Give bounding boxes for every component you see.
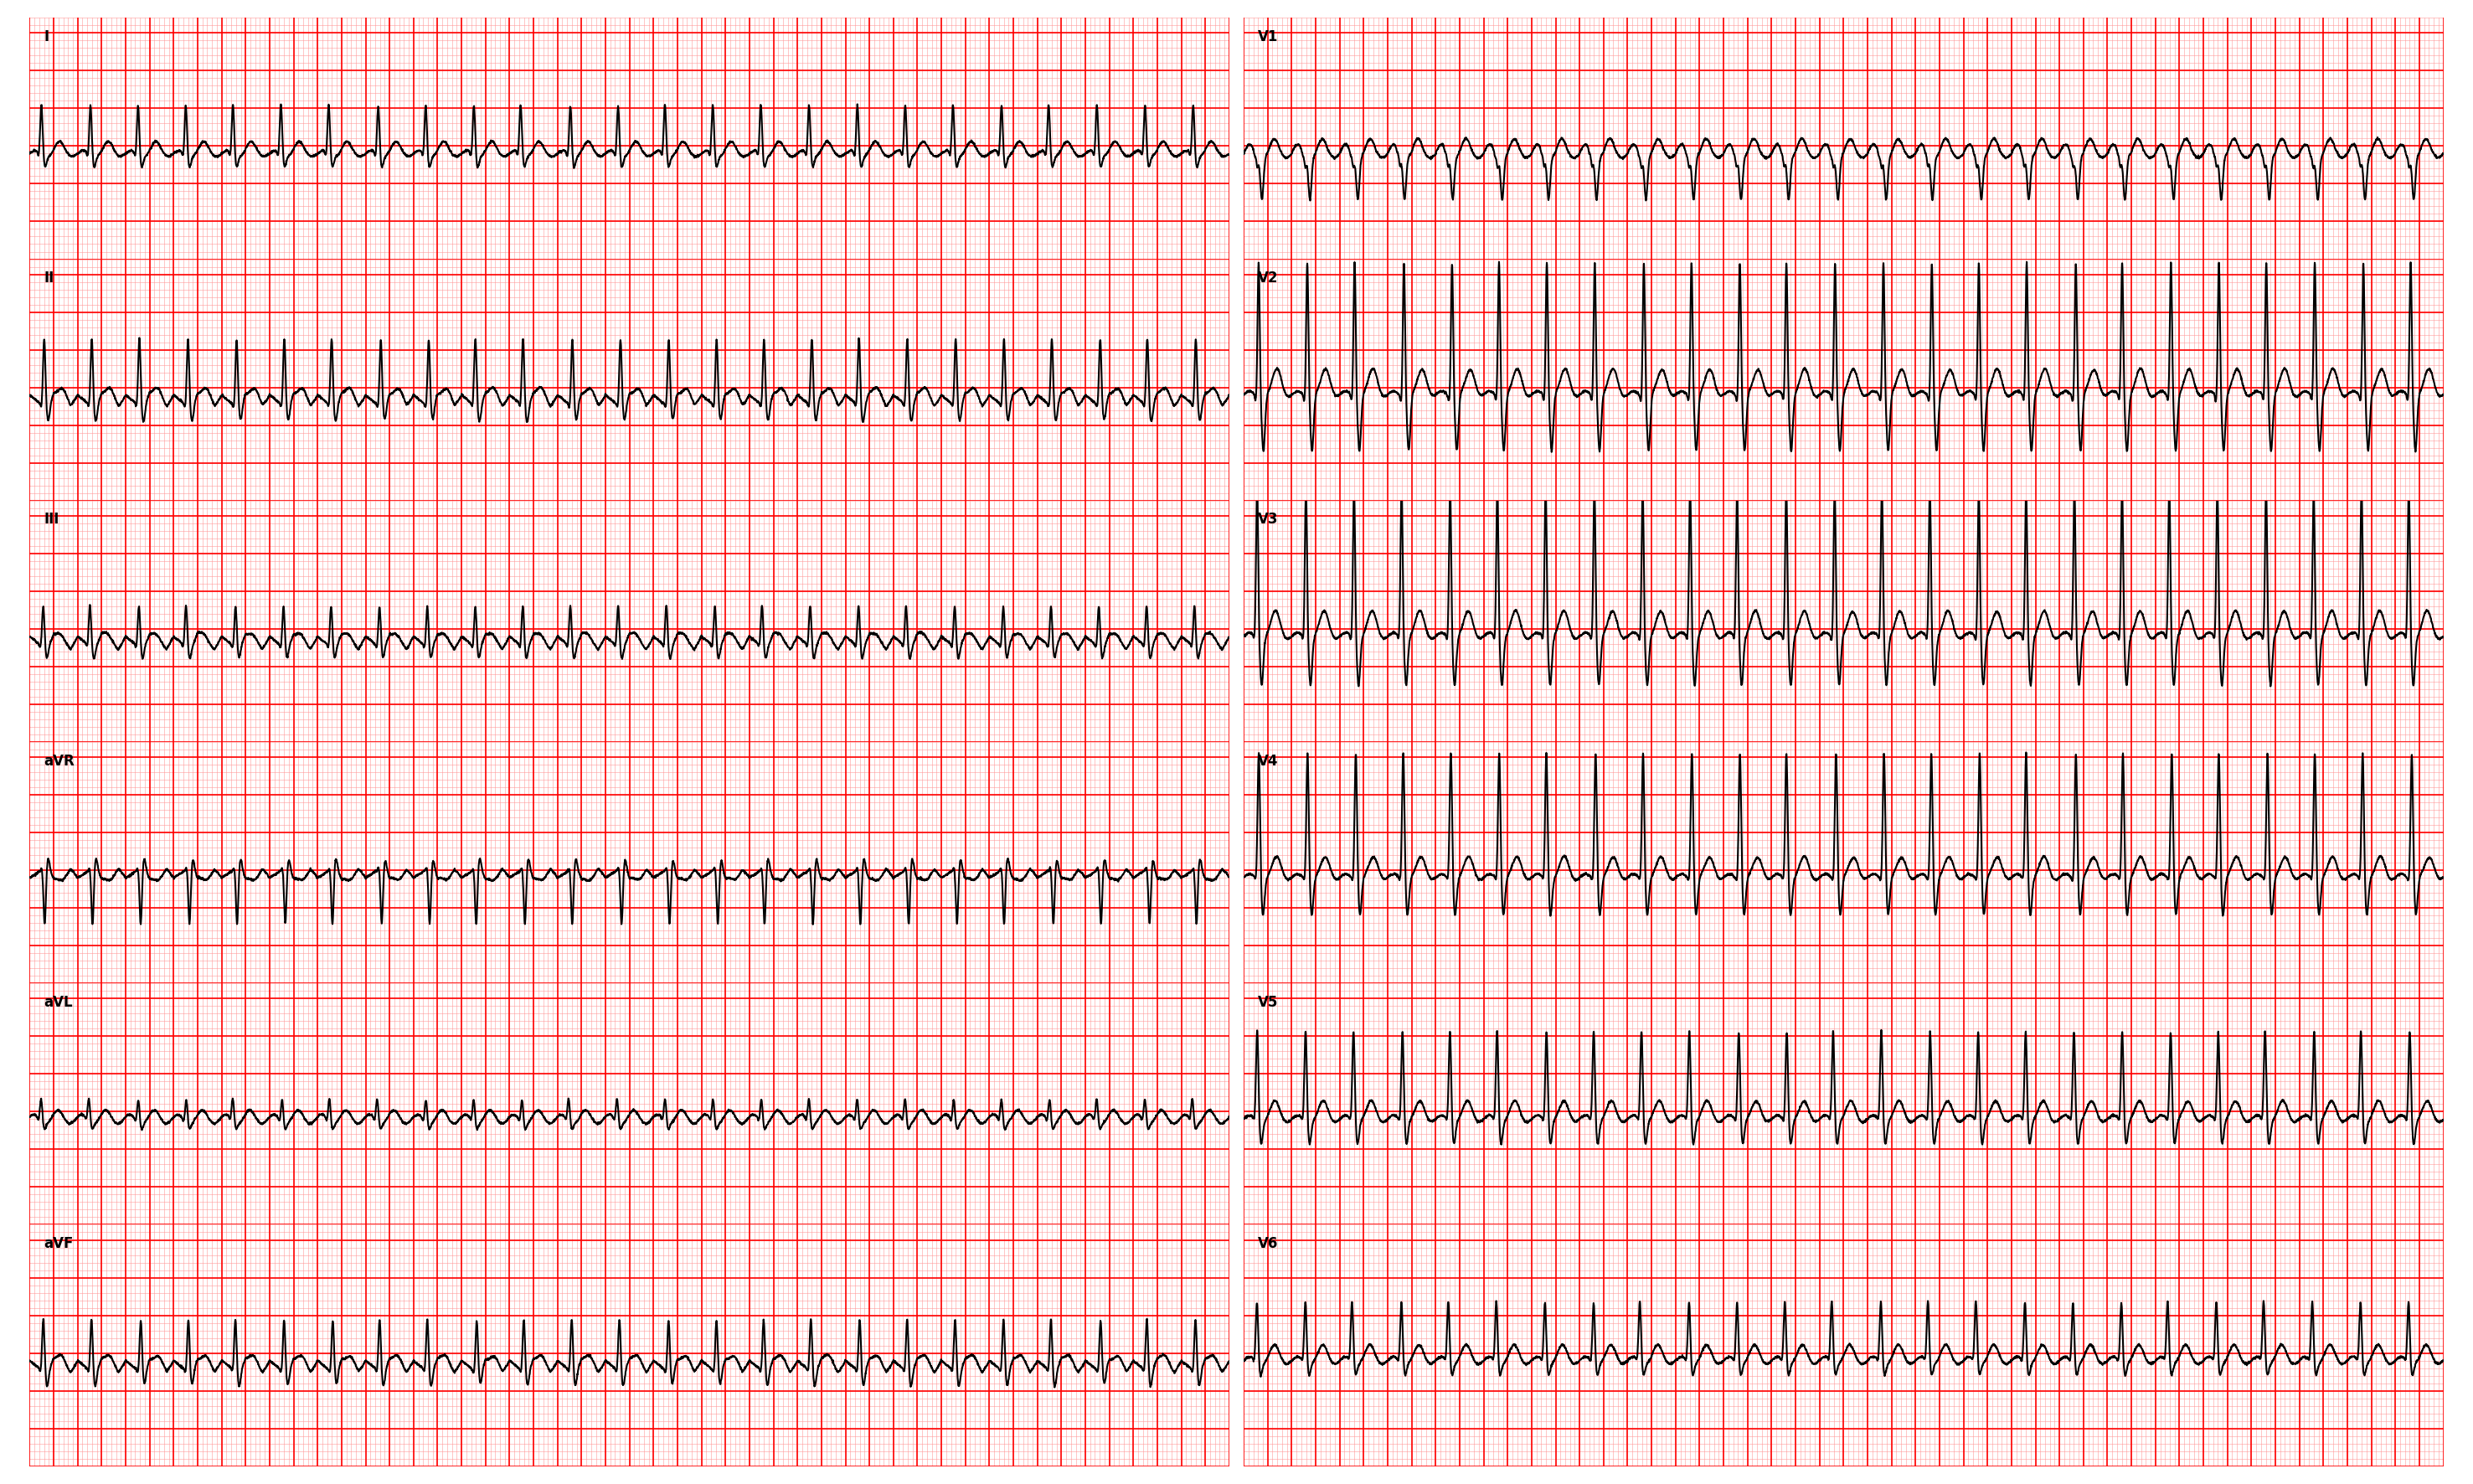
Text: aVL: aVL xyxy=(45,994,74,1009)
Text: aVF: aVF xyxy=(45,1236,74,1251)
Text: V3: V3 xyxy=(1259,512,1279,527)
Text: V6: V6 xyxy=(1259,1236,1279,1251)
Text: I: I xyxy=(45,30,49,45)
Text: II: II xyxy=(45,270,54,285)
Text: V5: V5 xyxy=(1259,994,1279,1009)
Text: V4: V4 xyxy=(1259,754,1279,769)
Text: V1: V1 xyxy=(1259,30,1279,45)
Text: III: III xyxy=(45,512,59,527)
Text: V2: V2 xyxy=(1259,270,1279,285)
Text: aVR: aVR xyxy=(45,754,74,769)
